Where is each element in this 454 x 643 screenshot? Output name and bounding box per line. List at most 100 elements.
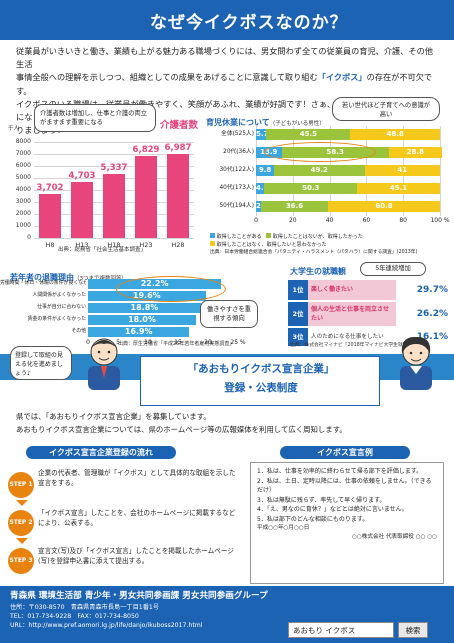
rank-value: 29.7%	[416, 285, 448, 295]
care-ytick: 5000	[15, 174, 31, 181]
rank-label: 個人の生活と仕事を両立させたい	[308, 302, 396, 326]
legend-row: 取得したことがある 取得したことはないが、取得したかった	[210, 233, 450, 241]
childcare-segment: 4.6	[256, 183, 269, 194]
childcare-callout-text: 若い世代ほど子育てへの意識が高い	[341, 102, 431, 118]
care-ytick: 0	[27, 234, 31, 241]
childcare-title-row: 育児休業について（子どもがいる男性）	[206, 110, 325, 129]
footer-contact: 住所：〒030-8570 青森県青森市長島一丁目1番1号 TEL：017-734…	[10, 603, 203, 630]
childcare-category: 40代(173人)	[219, 185, 254, 191]
reasons-bar: 18.0%	[88, 315, 196, 325]
step-arrow-icon	[16, 538, 28, 544]
childcare-segment: 50.3	[264, 183, 357, 194]
footer: 青森県 環境生活部 青少年・男女共同参画課 男女共同参画グループ 住所：〒030…	[0, 586, 454, 643]
care-xtick: H28	[171, 241, 185, 249]
footer-tel: TEL：017-734-9228 FAX：017-734-8050	[10, 613, 139, 620]
care-gridline	[34, 166, 194, 167]
businessman-mascot-left	[88, 338, 120, 390]
reasons-xtick: 10	[144, 339, 152, 346]
childcare-segment: 60.8	[328, 201, 440, 212]
example-date: 平成○○年○月○○日	[257, 525, 310, 531]
childcare-chart: 0 20 40 60 80 100 % 全体(525人) 5.7 45.5 48.8 20代(36人…	[200, 122, 454, 238]
declaration-text: 県では、「あおもりイクボス宣言企業」を募集しています。 あおもりイクボス宣言企業…	[16, 410, 446, 436]
care-xtick: H18	[107, 241, 121, 249]
care-note-text: 介護者数は増加し、仕事と介護の両立がますます重要になる	[40, 110, 148, 126]
childcare-chart-title: 育児休業について	[206, 118, 270, 127]
rank-value: 16.1%	[416, 332, 448, 342]
care-bar-label: 5,337	[100, 162, 128, 173]
childcare-callout: 若い世代ほど子育てへの意識が高い	[332, 97, 440, 121]
legend-swatch	[266, 233, 272, 238]
reasons-xtick: 5	[116, 339, 120, 346]
example-signer: ○○株式会社 代表取締役 ○○ ○○	[352, 534, 437, 540]
care-gridline	[34, 142, 194, 143]
childcare-source: 出典：日本労働組合総連合会「パタニティ・ハラスメント（パタハラ）に関する調査」(…	[210, 250, 418, 255]
reasons-source: 出典：厚生労働省「平成25年若年者雇用実態調査」	[118, 341, 235, 347]
care-bar	[71, 181, 93, 238]
care-bar	[103, 173, 125, 238]
reasons-highlight-ellipse	[116, 276, 226, 302]
intro-line: イクボスのいる職場は、従業員が働きやすく、笑顔があふれ、業績が好調です！さぁ、あ…	[16, 98, 434, 123]
example-item: 4．「え、男なのに育休？」などとは絶対に言いません。	[257, 506, 408, 513]
step-3-text: 宣言文(写)及び「イクボス宣言」したことを掲載したホームページ(写)を登録申込書…	[38, 547, 234, 565]
reasons-chart-title: 若年者の退職理由	[10, 273, 74, 282]
declaration-text-line: 県では、「あおもりイクボス宣言企業」を募集しています。	[16, 412, 211, 421]
childcare-segment: 48.8	[350, 129, 440, 140]
care-bar-label: 3,702	[36, 182, 64, 193]
step-3-badge: STEP 3	[8, 548, 34, 574]
care-bar-label: 6,987	[164, 143, 192, 154]
care-bar	[39, 193, 61, 238]
childcare-category: 30代(122人)	[219, 167, 254, 173]
care-chart: 0 1000 2000 3000 4000 5000 6000 7000 8000 3,702 H8…	[0, 128, 200, 258]
footer-org: 青森県 環境生活部 青少年・男女共同参画課 男女共同参画グループ	[10, 591, 268, 601]
declaration-text-line: あおもりイクボス宣言企業については、県のホームページ等の広報媒体を利用して広く周…	[16, 425, 347, 434]
search-button[interactable]: 検索	[398, 622, 428, 638]
childcare-segment: 28.8	[388, 147, 442, 158]
care-ytick: 6000	[15, 162, 31, 169]
flow-title: イクボス宣言企業登録の流れ	[26, 446, 176, 459]
legend-item: 取得したことはないが、取得したかった	[272, 234, 363, 240]
declaration-title: 「あおもりイクボス宣言企業」	[187, 363, 335, 375]
mascot-speech-text: 登録して取組の見える化を進めましょう♪	[15, 352, 63, 377]
footer-url: URL：http://www.pref.aomori.lg.jp/life/da…	[10, 622, 203, 629]
care-xtick: H13	[75, 241, 89, 249]
flow-steps: STEP 1 企業の代表者、管理職が「イクボス」として具体的な取組を示した宣言を…	[8, 464, 240, 584]
step-2-text: 「イクボス宣言」したことを、会社のホームページに掲載するなどにより、公表する。	[38, 509, 236, 527]
care-xtick: H23	[139, 241, 153, 249]
reasons-category: 人間関係がよくなかった	[32, 292, 86, 298]
search-input[interactable]: あおもり イクボス	[288, 622, 394, 638]
childcare-segment: 5.7	[256, 129, 269, 140]
example-item: 3．私は無駄に残らず、率先して早く帰ります。	[257, 496, 386, 504]
childcare-highlight-ellipse	[264, 142, 376, 162]
legend-item: 取得したことはなく、取得したいと思わなかった	[216, 242, 327, 248]
jobhunt-row-3: 3位 人のためになる仕事をしたい 16.1%	[288, 328, 448, 346]
footer-address: 住所：〒030-8570 青森県青森市長島一丁目1番1号	[10, 604, 160, 611]
reasons-bar: 16.9%	[88, 327, 190, 337]
childcare-xtick: 0	[254, 217, 258, 224]
rank-badge: 3位	[288, 328, 308, 346]
rank-value: 26.2%	[416, 309, 448, 319]
step-arrow-icon	[16, 500, 28, 506]
care-bar	[135, 156, 157, 238]
intro-text-span: 事情全般への理解を示しつつ、組織としての成果をあげることに意識して取り組む	[16, 72, 318, 83]
reasons-xtick: 25 %	[230, 339, 246, 346]
care-note-bubble: 介護者数は増加し、仕事と介護の両立がますます重要になる	[34, 104, 156, 132]
businesswoman-mascot-right	[400, 336, 432, 390]
rank-label: 楽しく働きたい	[308, 280, 396, 300]
childcare-segment: 9.8	[256, 165, 275, 176]
jobhunt-table: 1位 楽しく働きたい 29.7% 2位 個人の生活と仕事を両立させたい 26.2…	[288, 280, 448, 352]
reasons-bar: 18.8%	[88, 303, 201, 313]
childcare-xtick: 80	[399, 217, 407, 224]
declaration-title-box: 「あおもりイクボス宣言企業」 登録・公表制度	[140, 356, 380, 406]
reasons-xtick: 0	[86, 339, 90, 346]
legend-swatch	[210, 233, 215, 238]
care-bar	[167, 154, 189, 238]
childcare-xtick: 100 %	[430, 217, 450, 224]
rank-badge: 1位	[288, 280, 308, 300]
jobhunt-row-2: 2位 個人の生活と仕事を両立させたい 26.2%	[288, 302, 448, 326]
example-title: イクボス宣言例	[280, 446, 410, 459]
care-bar-label: 6,829	[132, 145, 160, 156]
childcare-category: 20代(36人)	[223, 149, 254, 155]
intro-text-span: の存在が不可欠です。	[16, 72, 433, 96]
childcare-category: 50代(194人)	[219, 203, 254, 209]
